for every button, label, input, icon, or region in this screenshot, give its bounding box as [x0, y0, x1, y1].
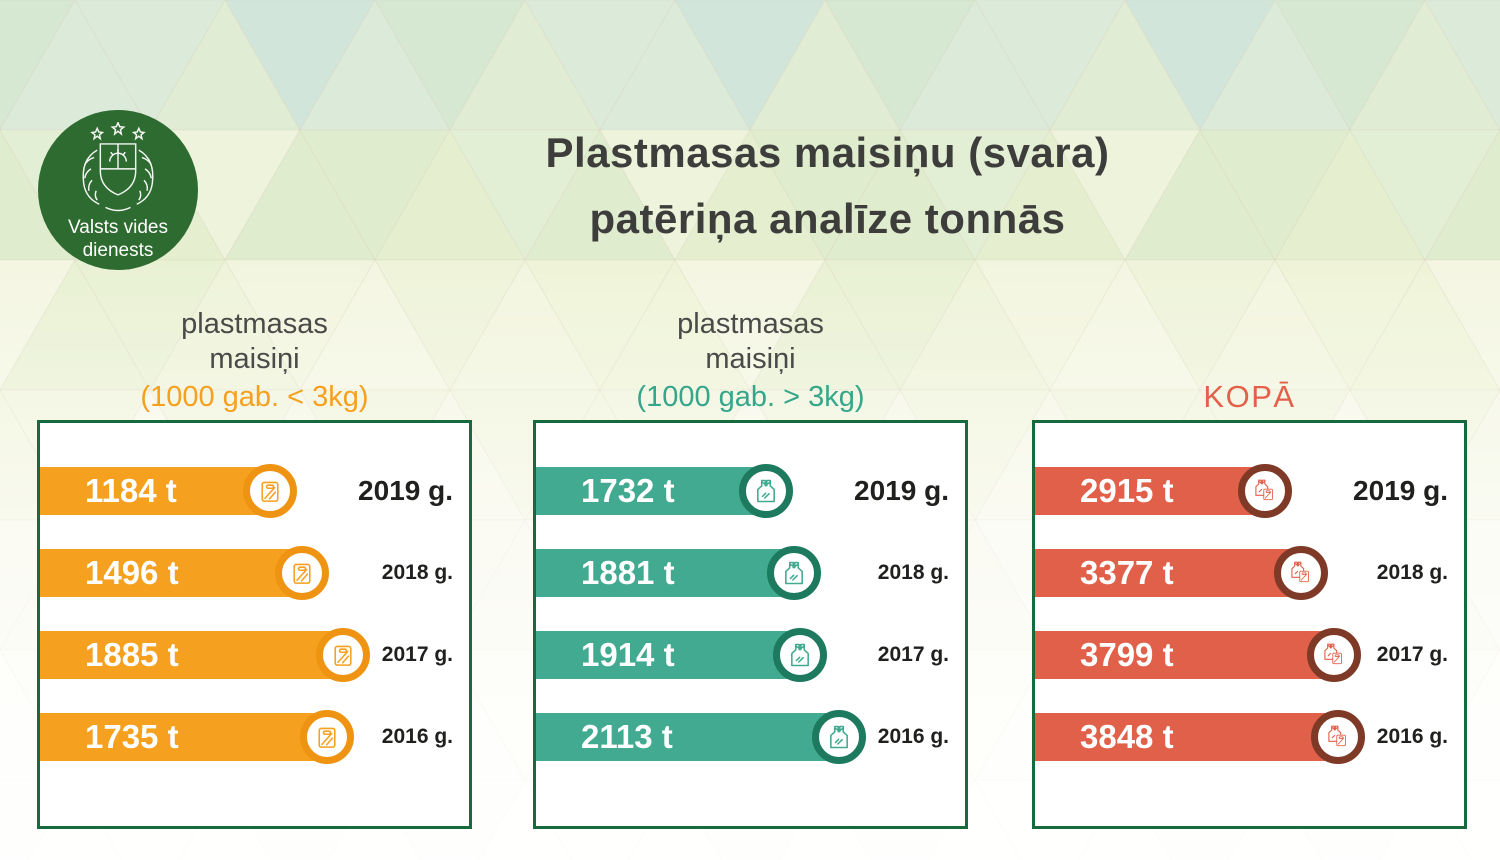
- both-bags-icon: [1254, 479, 1273, 501]
- value-bar: [536, 467, 768, 515]
- coat-of-arms-icon: [82, 122, 154, 212]
- panel-chart-box: 1732 t 2019 g. 1881 t 2018 g. 1914 t 2017 g. 2…: [533, 420, 968, 829]
- bar-value-label: 1881 t: [581, 554, 675, 591]
- value-bar: [1035, 631, 1336, 679]
- both-bags-icon-badge: [1237, 464, 1292, 518]
- year-label: 2017 g.: [1376, 643, 1448, 666]
- tshirt-bag-icon: [791, 643, 810, 667]
- bar-value-label: 3377 t: [1080, 554, 1174, 591]
- year-label: 2016 g.: [381, 725, 453, 748]
- panel-subtitle: KOPĀ: [1203, 379, 1296, 414]
- flat-bag-icon: [261, 481, 279, 502]
- panel-heading-total: KOPĀ: [1032, 295, 1467, 417]
- flat-bag-icon: [334, 645, 352, 666]
- bar-value-label: 3799 t: [1080, 636, 1174, 673]
- panel-large-bags: plastmasas maisiņi (1000 gab. > 3kg) 1732 t…: [533, 295, 968, 829]
- panel-chart-box: 1184 t 2019 g. 1496 t 2018 g. 1885 t 2017 g. 1…: [37, 420, 472, 829]
- both-bags-icon-badge: [1310, 710, 1365, 764]
- value-bar: [536, 549, 797, 597]
- year-label: 2019 g.: [1353, 475, 1448, 506]
- panel-title-line: plastmasas: [677, 308, 824, 340]
- bar-row: 1732 t 2019 g.: [536, 464, 965, 518]
- panel-subtitle: (1000 gab. < 3kg): [140, 381, 369, 413]
- bar-value-label: 1914 t: [581, 636, 675, 673]
- panel-subtitle: (1000 gab. > 3kg): [636, 381, 865, 413]
- bar-value-label: 1735 t: [85, 718, 179, 755]
- bar-row: 1496 t 2018 g.: [40, 546, 469, 600]
- panel-title-line: maisiņi: [209, 343, 300, 375]
- bar-row: 3377 t 2018 g.: [1035, 546, 1464, 600]
- bar-value-label: 1732 t: [581, 472, 675, 509]
- value-bar: [40, 467, 272, 515]
- value-bar: [40, 631, 345, 679]
- flat-bag-icon-badge: [275, 546, 330, 600]
- tshirt-bag-icon-badge: [738, 464, 793, 518]
- tshirt-bag-icon: [785, 561, 804, 585]
- panel-small-bags: plastmasas maisiņi (1000 gab. < 3kg) 1184 t…: [37, 295, 472, 829]
- year-label: 2017 g.: [877, 643, 949, 666]
- year-label: 2018 g.: [1376, 561, 1448, 584]
- logo-text: Valsts vides dienests: [68, 217, 168, 261]
- bar-value-label: 1496 t: [85, 554, 179, 591]
- bar-row: 1914 t 2017 g.: [536, 628, 965, 682]
- bar-row: 1885 t 2017 g.: [40, 628, 469, 682]
- panel-title-line: plastmasas: [181, 308, 328, 340]
- both-bags-icon: [1291, 561, 1309, 583]
- bar-value-label: 1885 t: [85, 636, 179, 673]
- both-bags-icon: [1324, 643, 1342, 665]
- bar-row: 3848 t 2016 g.: [1035, 710, 1464, 764]
- bar-row: 3799 t 2017 g.: [1035, 628, 1464, 682]
- bar-value-label: 1184 t: [85, 472, 177, 509]
- tshirt-bag-icon-badge: [773, 628, 828, 682]
- value-bar: [1035, 713, 1340, 761]
- year-label: 2018 g.: [877, 561, 949, 584]
- tshirt-bag-icon: [829, 725, 848, 749]
- tshirt-bag-icon-badge: [811, 710, 866, 764]
- tshirt-bag-icon-badge: [767, 546, 822, 600]
- both-bags-icon: [1327, 725, 1346, 747]
- value-bar: [40, 549, 305, 597]
- page-title: Plastmasas maisiņu (svara) patēriņa anal…: [545, 129, 1110, 242]
- flat-bag-icon-badge: [315, 628, 370, 682]
- panel-title-line: maisiņi: [705, 343, 796, 375]
- value-bar: [536, 713, 841, 761]
- year-label: 2016 g.: [1376, 725, 1448, 748]
- bar-row: 2113 t 2016 g.: [536, 710, 965, 764]
- value-bar: [1035, 549, 1303, 597]
- flat-bag-icon: [318, 727, 336, 748]
- year-label: 2019 g.: [854, 475, 949, 506]
- bar-value-label: 3848 t: [1080, 718, 1174, 755]
- panel-total: KOPĀ 2915 t 2019 g. 3377 t 2018 g. 3799 t 2017…: [1032, 295, 1467, 829]
- value-bar: [1035, 467, 1267, 515]
- flat-bag-icon: [293, 563, 311, 584]
- tshirt-bag-icon: [756, 479, 775, 503]
- value-bar: [536, 631, 803, 679]
- panel-chart-box: 2915 t 2019 g. 3377 t 2018 g. 3799 t 2017 g. 3…: [1032, 420, 1467, 829]
- valsts-vides-dienests-logo: Valsts vides dienests: [38, 110, 198, 270]
- year-label: 2016 g.: [877, 725, 949, 748]
- year-label: 2018 g.: [381, 561, 453, 584]
- panel-heading-small-bags: plastmasas maisiņi (1000 gab. < 3kg): [37, 295, 472, 417]
- value-bar: [40, 713, 329, 761]
- bar-row: 1881 t 2018 g.: [536, 546, 965, 600]
- bar-row: 1184 t 2019 g.: [40, 464, 469, 518]
- both-bags-icon-badge: [1273, 546, 1328, 600]
- bar-row: 1735 t 2016 g.: [40, 710, 469, 764]
- panel-heading-large-bags: plastmasas maisiņi (1000 gab. > 3kg): [533, 295, 968, 417]
- bar-value-label: 2915 t: [1080, 472, 1174, 509]
- flat-bag-icon-badge: [242, 464, 297, 518]
- both-bags-icon-badge: [1306, 628, 1361, 682]
- bar-row: 2915 t 2019 g.: [1035, 464, 1464, 518]
- year-label: 2019 g.: [358, 475, 453, 506]
- flat-bag-icon-badge: [299, 710, 354, 764]
- year-label: 2017 g.: [381, 643, 453, 666]
- bar-value-label: 2113 t: [581, 718, 673, 755]
